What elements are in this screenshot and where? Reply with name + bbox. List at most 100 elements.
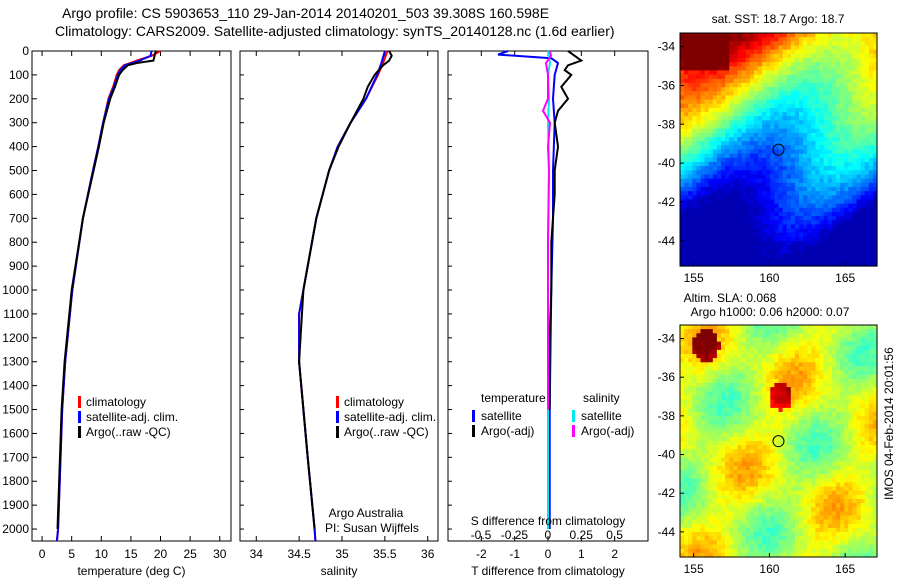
heatmap-cell — [856, 378, 862, 384]
heatmap-cell — [766, 137, 771, 142]
heatmap-cell — [774, 203, 780, 209]
heatmap-cell — [721, 207, 726, 213]
heatmap-cell — [872, 203, 878, 209]
heatmap-cell — [819, 70, 825, 76]
heatmap-cell — [704, 178, 710, 184]
heatmap-cell — [680, 395, 685, 401]
heatmap-cell — [811, 103, 816, 109]
heatmap-cell — [758, 141, 763, 146]
heatmap-cell — [840, 153, 845, 159]
heatmap-cell — [819, 416, 825, 421]
heatmap-cell — [844, 33, 849, 38]
heatmap-cell — [823, 378, 829, 384]
heatmap-cell — [700, 66, 706, 72]
heatmap-cell — [766, 432, 771, 438]
heatmap-cell — [770, 416, 775, 421]
heatmap-cell — [758, 391, 763, 396]
heatmap-cell — [770, 345, 775, 351]
heatmap-cell — [753, 374, 759, 380]
heatmap-cell — [819, 166, 825, 171]
heatmap-cell — [860, 166, 866, 171]
heatmap-cell — [733, 211, 739, 217]
heatmap-cell — [872, 420, 878, 425]
heatmap-cell — [762, 107, 767, 113]
heatmap-cell — [819, 490, 825, 496]
heatmap-cell — [799, 482, 804, 488]
heatmap-cell — [712, 33, 718, 38]
heatmap-cell — [684, 341, 689, 347]
heatmap-cell — [799, 95, 804, 101]
heatmap-cell — [712, 387, 718, 392]
heatmap-cell — [762, 403, 767, 409]
heatmap-cell — [688, 412, 693, 417]
heatmap-cell — [704, 499, 710, 504]
heatmap-cell — [827, 124, 833, 130]
heatmap-cell — [758, 329, 763, 334]
heatmap-cell — [766, 53, 771, 59]
heatmap-cell — [786, 174, 792, 180]
heatmap-cell — [782, 132, 788, 138]
heatmap-cell — [692, 162, 697, 167]
heatmap-cell — [733, 403, 739, 409]
heatmap-cell — [733, 178, 739, 184]
heatmap-cell — [860, 457, 866, 463]
heatmap-cell — [794, 182, 800, 188]
heatmap-cell — [770, 257, 775, 263]
heatmap-cell — [811, 441, 816, 446]
heatmap-cell — [712, 157, 718, 163]
heatmap-cell — [852, 87, 858, 92]
heatmap-cell — [721, 253, 726, 259]
heatmap-cell — [737, 416, 743, 421]
heatmap-cell — [860, 141, 866, 146]
heatmap-cell — [762, 349, 767, 355]
heatmap-cell — [836, 91, 841, 97]
heatmap-cell — [790, 87, 796, 92]
heatmap-cell — [860, 436, 866, 442]
heatmap-cell — [778, 494, 784, 500]
heatmap-cell — [836, 449, 841, 454]
heatmap-cell — [827, 341, 833, 347]
heatmap-cell — [733, 424, 739, 430]
heatmap-cell — [848, 374, 853, 380]
heatmap-cell — [749, 470, 755, 475]
heatmap-cell — [774, 370, 780, 376]
heatmap-cell — [753, 333, 759, 338]
heatmap-cell — [749, 428, 755, 434]
heatmap-cell — [799, 170, 804, 176]
heatmap-cell — [770, 191, 775, 196]
heatmap-cell — [844, 362, 849, 367]
heatmap-cell — [721, 341, 726, 347]
x-tick-label: 0 — [39, 547, 46, 561]
heatmap-cell — [864, 91, 870, 97]
heatmap-cell — [848, 203, 853, 209]
heatmap-cell — [852, 383, 858, 388]
heatmap-cell — [770, 253, 775, 259]
heatmap-cell — [696, 74, 702, 80]
heatmap-cell — [721, 416, 726, 421]
heatmap-cell — [688, 53, 693, 59]
heatmap-cell — [819, 374, 825, 380]
heatmap-cell — [737, 325, 743, 330]
heatmap-cell — [831, 45, 837, 51]
heatmap-cell — [774, 457, 780, 463]
heatmap-cell — [704, 345, 710, 351]
heatmap-cell — [836, 37, 841, 42]
heatmap-cell — [815, 370, 821, 376]
heatmap-cell — [766, 78, 771, 84]
heatmap-cell — [712, 203, 718, 209]
heatmap-cell — [786, 207, 792, 213]
heatmap-cell — [799, 91, 804, 97]
heatmap-cell — [852, 474, 858, 479]
heatmap-cell — [737, 403, 743, 409]
heatmap-cell — [860, 445, 866, 450]
heatmap-cell — [836, 416, 841, 421]
heatmap-cell — [688, 195, 693, 201]
heatmap-cell — [712, 128, 718, 134]
heatmap-cell — [712, 436, 718, 442]
heatmap-cell — [856, 325, 862, 330]
heatmap-cell — [807, 245, 812, 250]
heatmap-cell — [831, 141, 837, 146]
heatmap-cell — [762, 41, 767, 47]
heatmap-cell — [708, 349, 714, 355]
heatmap-cell — [815, 362, 821, 367]
